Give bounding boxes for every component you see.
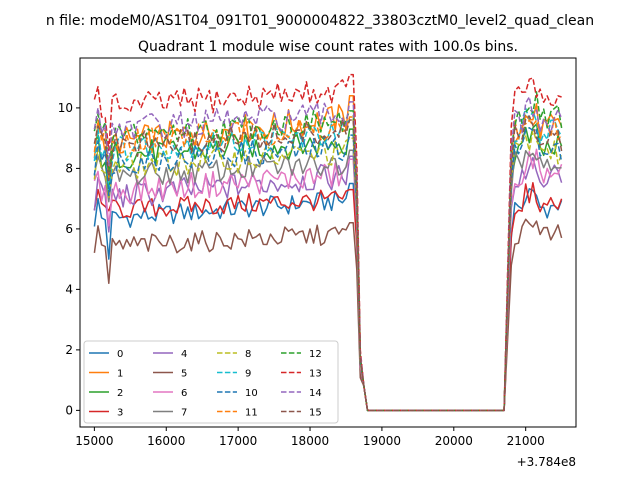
legend-label-1: 1 [117, 369, 123, 380]
legend-label-8: 8 [245, 349, 251, 360]
x-axis: 15000 16000 17000 18000 19000 20000 21000 [75, 427, 545, 448]
x-tick-label: 17000 [219, 434, 257, 448]
x-tick-label: 16000 [147, 434, 185, 448]
x-tick-label: 18000 [291, 434, 329, 448]
legend-label-11: 11 [245, 408, 258, 419]
legend-label-5: 5 [181, 369, 187, 380]
legend-label-9: 9 [245, 369, 251, 380]
legend-label-15: 15 [309, 408, 322, 419]
axes-frame [79, 57, 577, 428]
legend-label-10: 10 [245, 388, 258, 399]
y-tick-label: 0 [65, 403, 73, 417]
series-layer [93, 73, 563, 412]
legend-label-7: 7 [181, 408, 187, 419]
legend-label-12: 12 [309, 349, 322, 360]
legend-label-14: 14 [309, 388, 322, 399]
x-tick-label: 21000 [507, 434, 545, 448]
y-tick-label: 2 [65, 343, 73, 357]
legend-label-13: 13 [309, 369, 322, 380]
chart-title: Quadrant 1 module wise count rates with … [138, 39, 518, 55]
series-line-15 [93, 115, 563, 412]
legend-label-6: 6 [181, 388, 187, 399]
x-tick-label: 15000 [75, 434, 113, 448]
y-tick-label: 4 [65, 282, 73, 296]
legend-label-2: 2 [117, 388, 123, 399]
legend-label-4: 4 [181, 349, 187, 360]
x-tick-label: 19000 [363, 434, 401, 448]
x-tick-label: 20000 [435, 434, 473, 448]
x-offset-label: +3.784e8 [517, 455, 576, 469]
y-tick-label: 10 [58, 101, 73, 115]
y-tick-label: 6 [65, 222, 73, 236]
legend-label-3: 3 [117, 408, 123, 419]
legend-label-0: 0 [117, 349, 123, 360]
y-tick-label: 8 [65, 161, 73, 175]
legend-box [83, 340, 339, 424]
figure-suptitle: n file: modeM0/AS1T04_091T01_9000004822_… [46, 13, 594, 29]
y-axis: 0 2 4 6 8 10 [58, 101, 80, 417]
